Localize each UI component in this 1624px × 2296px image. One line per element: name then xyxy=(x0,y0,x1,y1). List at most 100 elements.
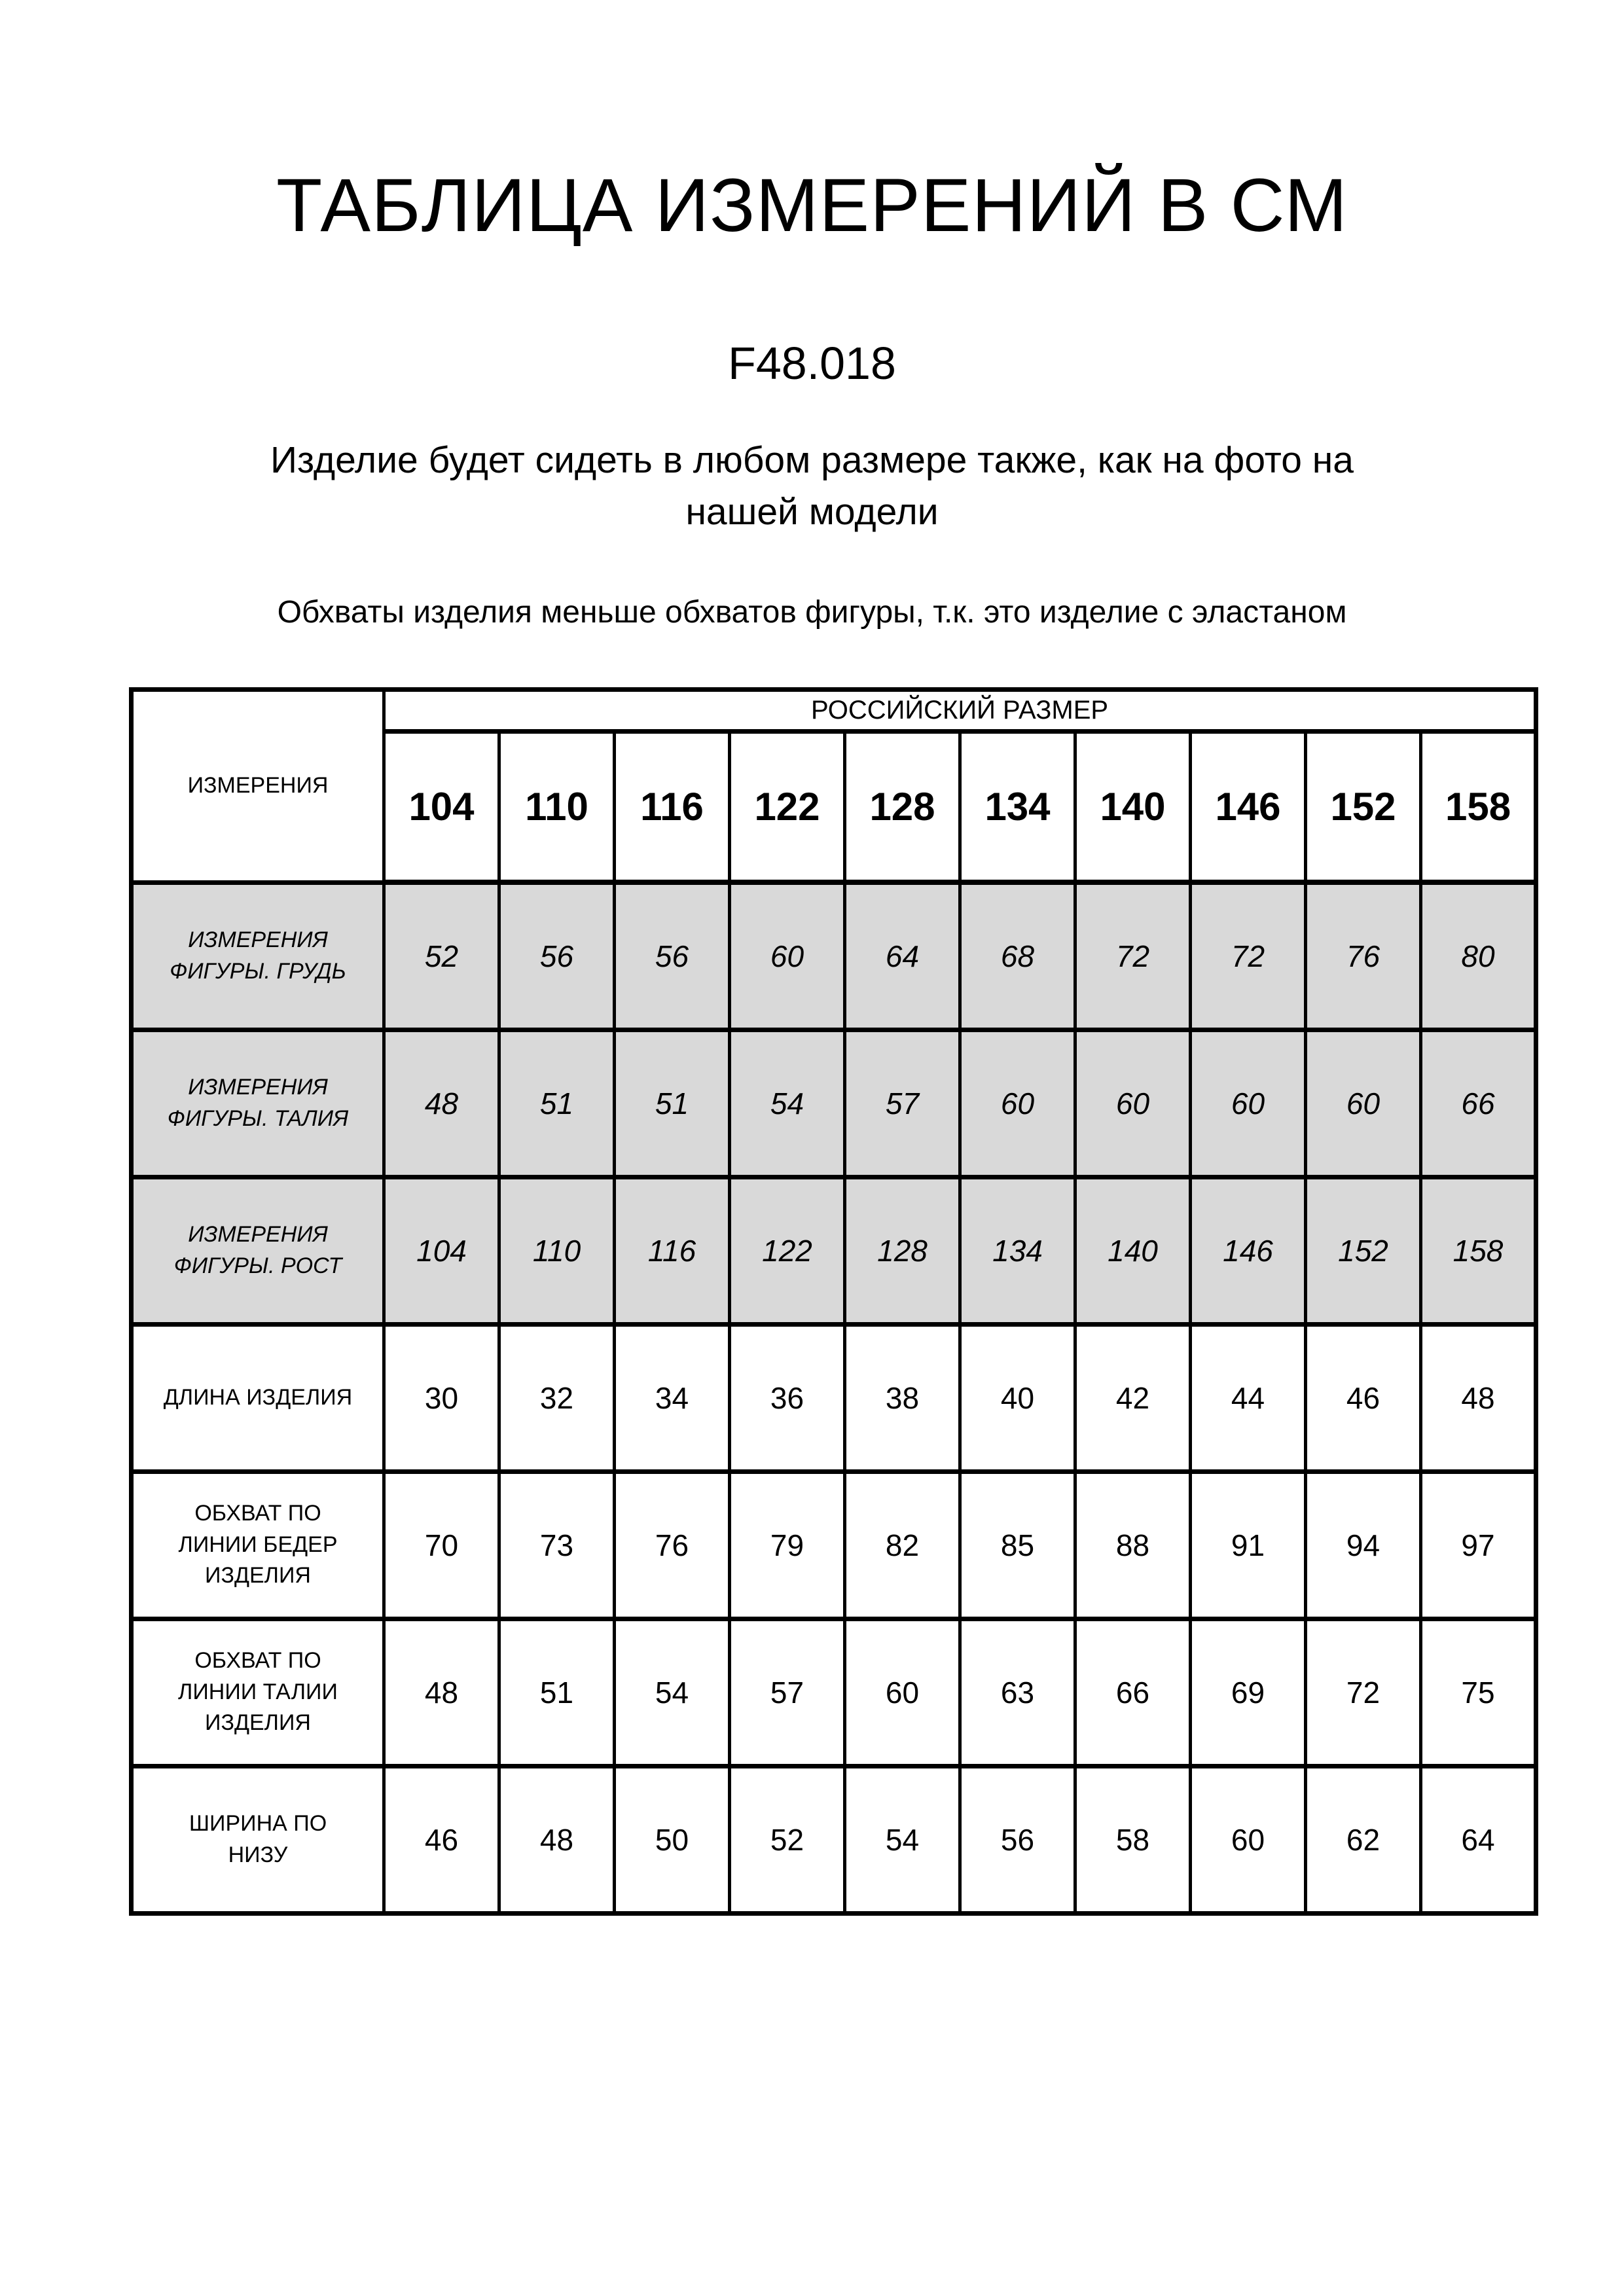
table-cell: 97 xyxy=(1418,1469,1538,1621)
table-cell: 51 xyxy=(613,1027,731,1179)
table-cell: 48 xyxy=(1418,1321,1538,1474)
table-cell: 48 xyxy=(382,1027,501,1179)
table-cell: 68 xyxy=(958,880,1077,1032)
size-header-cell: 140 xyxy=(1074,729,1192,885)
fit-note: Изделие будет сидеть в любом размере так… xyxy=(270,439,1354,533)
table-cell: 69 xyxy=(1189,1616,1307,1768)
table-cell: 80 xyxy=(1418,880,1538,1032)
table-row: ИЗМЕРЕНИЯ ФИГУРЫ. ТАЛИЯ 48 51 51 54 57 60 60 60 6… xyxy=(130,1027,1538,1179)
table-cell: 64 xyxy=(843,880,962,1032)
table-cell: 50 xyxy=(613,1763,731,1916)
row-label: ИЗМЕРЕНИЯ ФИГУРЫ. ТАЛИЯ xyxy=(130,1027,386,1179)
row-label: ОБХВАТ ПО ЛИНИИ БЕДЕР ИЗДЕЛИЯ xyxy=(130,1469,386,1621)
table-cell: 70 xyxy=(382,1469,501,1621)
table-cell: 72 xyxy=(1189,880,1307,1032)
table-cell: 104 xyxy=(382,1174,501,1327)
table-cell: 30 xyxy=(382,1321,501,1474)
row-label: ИЗМЕРЕНИЯ ФИГУРЫ. РОСТ xyxy=(130,1174,386,1327)
table-cell: 76 xyxy=(1304,880,1422,1032)
table-cell: 56 xyxy=(958,1763,1077,1916)
table-cell: 73 xyxy=(497,1469,616,1621)
size-header-cell: 116 xyxy=(613,729,731,885)
elastane-note: Обхваты изделия меньше обхватов фигуры, … xyxy=(277,595,1347,630)
table-cell: 34 xyxy=(613,1321,731,1474)
table-cell: 56 xyxy=(497,880,616,1032)
table-cell: 36 xyxy=(728,1321,846,1474)
measurements-table: ИЗМЕРЕНИЯ РОССИЙСКИЙ РАЗМЕР 104 110 116 122… xyxy=(129,687,1539,1916)
row-label: ОБХВАТ ПО ЛИНИИ ТАЛИИ ИЗДЕЛИЯ xyxy=(130,1616,386,1768)
table-cell: 48 xyxy=(497,1763,616,1916)
table-cell: 146 xyxy=(1189,1174,1307,1327)
table-cell: 51 xyxy=(497,1027,616,1179)
size-header-cell: 152 xyxy=(1304,729,1422,885)
table-cell: 48 xyxy=(382,1616,501,1768)
table-cell: 63 xyxy=(958,1616,1077,1768)
row-label: ШИРИНА ПО НИЗУ xyxy=(130,1763,386,1916)
table-cell: 52 xyxy=(728,1763,846,1916)
table-cell: 44 xyxy=(1189,1321,1307,1474)
size-header-cell: 122 xyxy=(728,729,846,885)
table-cell: 110 xyxy=(497,1174,616,1327)
table-cell: 122 xyxy=(728,1174,846,1327)
table-cell: 60 xyxy=(958,1027,1077,1179)
table-row: ОБХВАТ ПО ЛИНИИ ТАЛИИ ИЗДЕЛИЯ 48 51 54 57 60 6… xyxy=(130,1616,1538,1768)
table-cell: 46 xyxy=(1304,1321,1422,1474)
size-header-cell: 146 xyxy=(1189,729,1307,885)
size-header-cell: 104 xyxy=(382,729,501,885)
table-cell: 66 xyxy=(1418,1027,1538,1179)
table-cell: 54 xyxy=(728,1027,846,1179)
table-cell: 42 xyxy=(1074,1321,1192,1474)
table-cell: 60 xyxy=(1189,1027,1307,1179)
table-row: ДЛИНА ИЗДЕЛИЯ 30 32 34 36 38 40 42 44 46 48 xyxy=(130,1321,1538,1474)
table-cell: 51 xyxy=(497,1616,616,1768)
page-title: ТАБЛИЦА ИЗМЕРЕНИЙ В СМ xyxy=(276,164,1348,247)
size-header-cell: 158 xyxy=(1418,729,1538,885)
table-cell: 40 xyxy=(958,1321,1077,1474)
table-cell: 46 xyxy=(382,1763,501,1916)
table-cell: 91 xyxy=(1189,1469,1307,1621)
russian-size-header: РОССИЙСКИЙ РАЗМЕР xyxy=(382,687,1538,734)
size-header-cell: 110 xyxy=(497,729,616,885)
table-cell: 152 xyxy=(1304,1174,1422,1327)
row-label: ИЗМЕРЕНИЯ ФИГУРЫ. ГРУДЬ xyxy=(130,880,386,1032)
table-row: ОБХВАТ ПО ЛИНИИ БЕДЕР ИЗДЕЛИЯ 70 73 76 79 82 8… xyxy=(130,1469,1538,1621)
table-cell: 60 xyxy=(843,1616,962,1768)
table-cell: 72 xyxy=(1304,1616,1422,1768)
table-cell: 60 xyxy=(728,880,846,1032)
table-cell: 60 xyxy=(1074,1027,1192,1179)
table-cell: 54 xyxy=(613,1616,731,1768)
model-code: F48.018 xyxy=(728,338,896,389)
table-cell: 54 xyxy=(843,1763,962,1916)
row-label: ДЛИНА ИЗДЕЛИЯ xyxy=(130,1321,386,1474)
table-row: ШИРИНА ПО НИЗУ 46 48 50 52 54 56 58 60 62 64 xyxy=(130,1763,1538,1916)
table-cell: 32 xyxy=(497,1321,616,1474)
table-row: ИЗМЕРЕНИЯ ФИГУРЫ. РОСТ 104 110 116 122 128 134… xyxy=(130,1174,1538,1327)
table-cell: 52 xyxy=(382,880,501,1032)
table-cell: 88 xyxy=(1074,1469,1192,1621)
table-cell: 66 xyxy=(1074,1616,1192,1768)
table-cell: 79 xyxy=(728,1469,846,1621)
table-cell: 128 xyxy=(843,1174,962,1327)
size-header-cell: 134 xyxy=(958,729,1077,885)
table-cell: 76 xyxy=(613,1469,731,1621)
table-cell: 134 xyxy=(958,1174,1077,1327)
table-cell: 85 xyxy=(958,1469,1077,1621)
table-cell: 38 xyxy=(843,1321,962,1474)
table-cell: 57 xyxy=(728,1616,846,1768)
group-header-row: ИЗМЕРЕНИЯ РОССИЙСКИЙ РАЗМЕР xyxy=(130,687,1538,885)
table-cell: 60 xyxy=(1189,1763,1307,1916)
table-cell: 57 xyxy=(843,1027,962,1179)
measurements-corner-label: ИЗМЕРЕНИЯ xyxy=(130,687,386,885)
table-cell: 72 xyxy=(1074,880,1192,1032)
table-cell: 116 xyxy=(613,1174,731,1327)
table-cell: 158 xyxy=(1418,1174,1538,1327)
table-cell: 60 xyxy=(1304,1027,1422,1179)
table-cell: 82 xyxy=(843,1469,962,1621)
table-cell: 75 xyxy=(1418,1616,1538,1768)
table-cell: 94 xyxy=(1304,1469,1422,1621)
table-cell: 62 xyxy=(1304,1763,1422,1916)
table-cell: 140 xyxy=(1074,1174,1192,1327)
table-cell: 64 xyxy=(1418,1763,1538,1916)
table-row: ИЗМЕРЕНИЯ ФИГУРЫ. ГРУДЬ 52 56 56 60 64 68 72 72 7… xyxy=(130,880,1538,1032)
